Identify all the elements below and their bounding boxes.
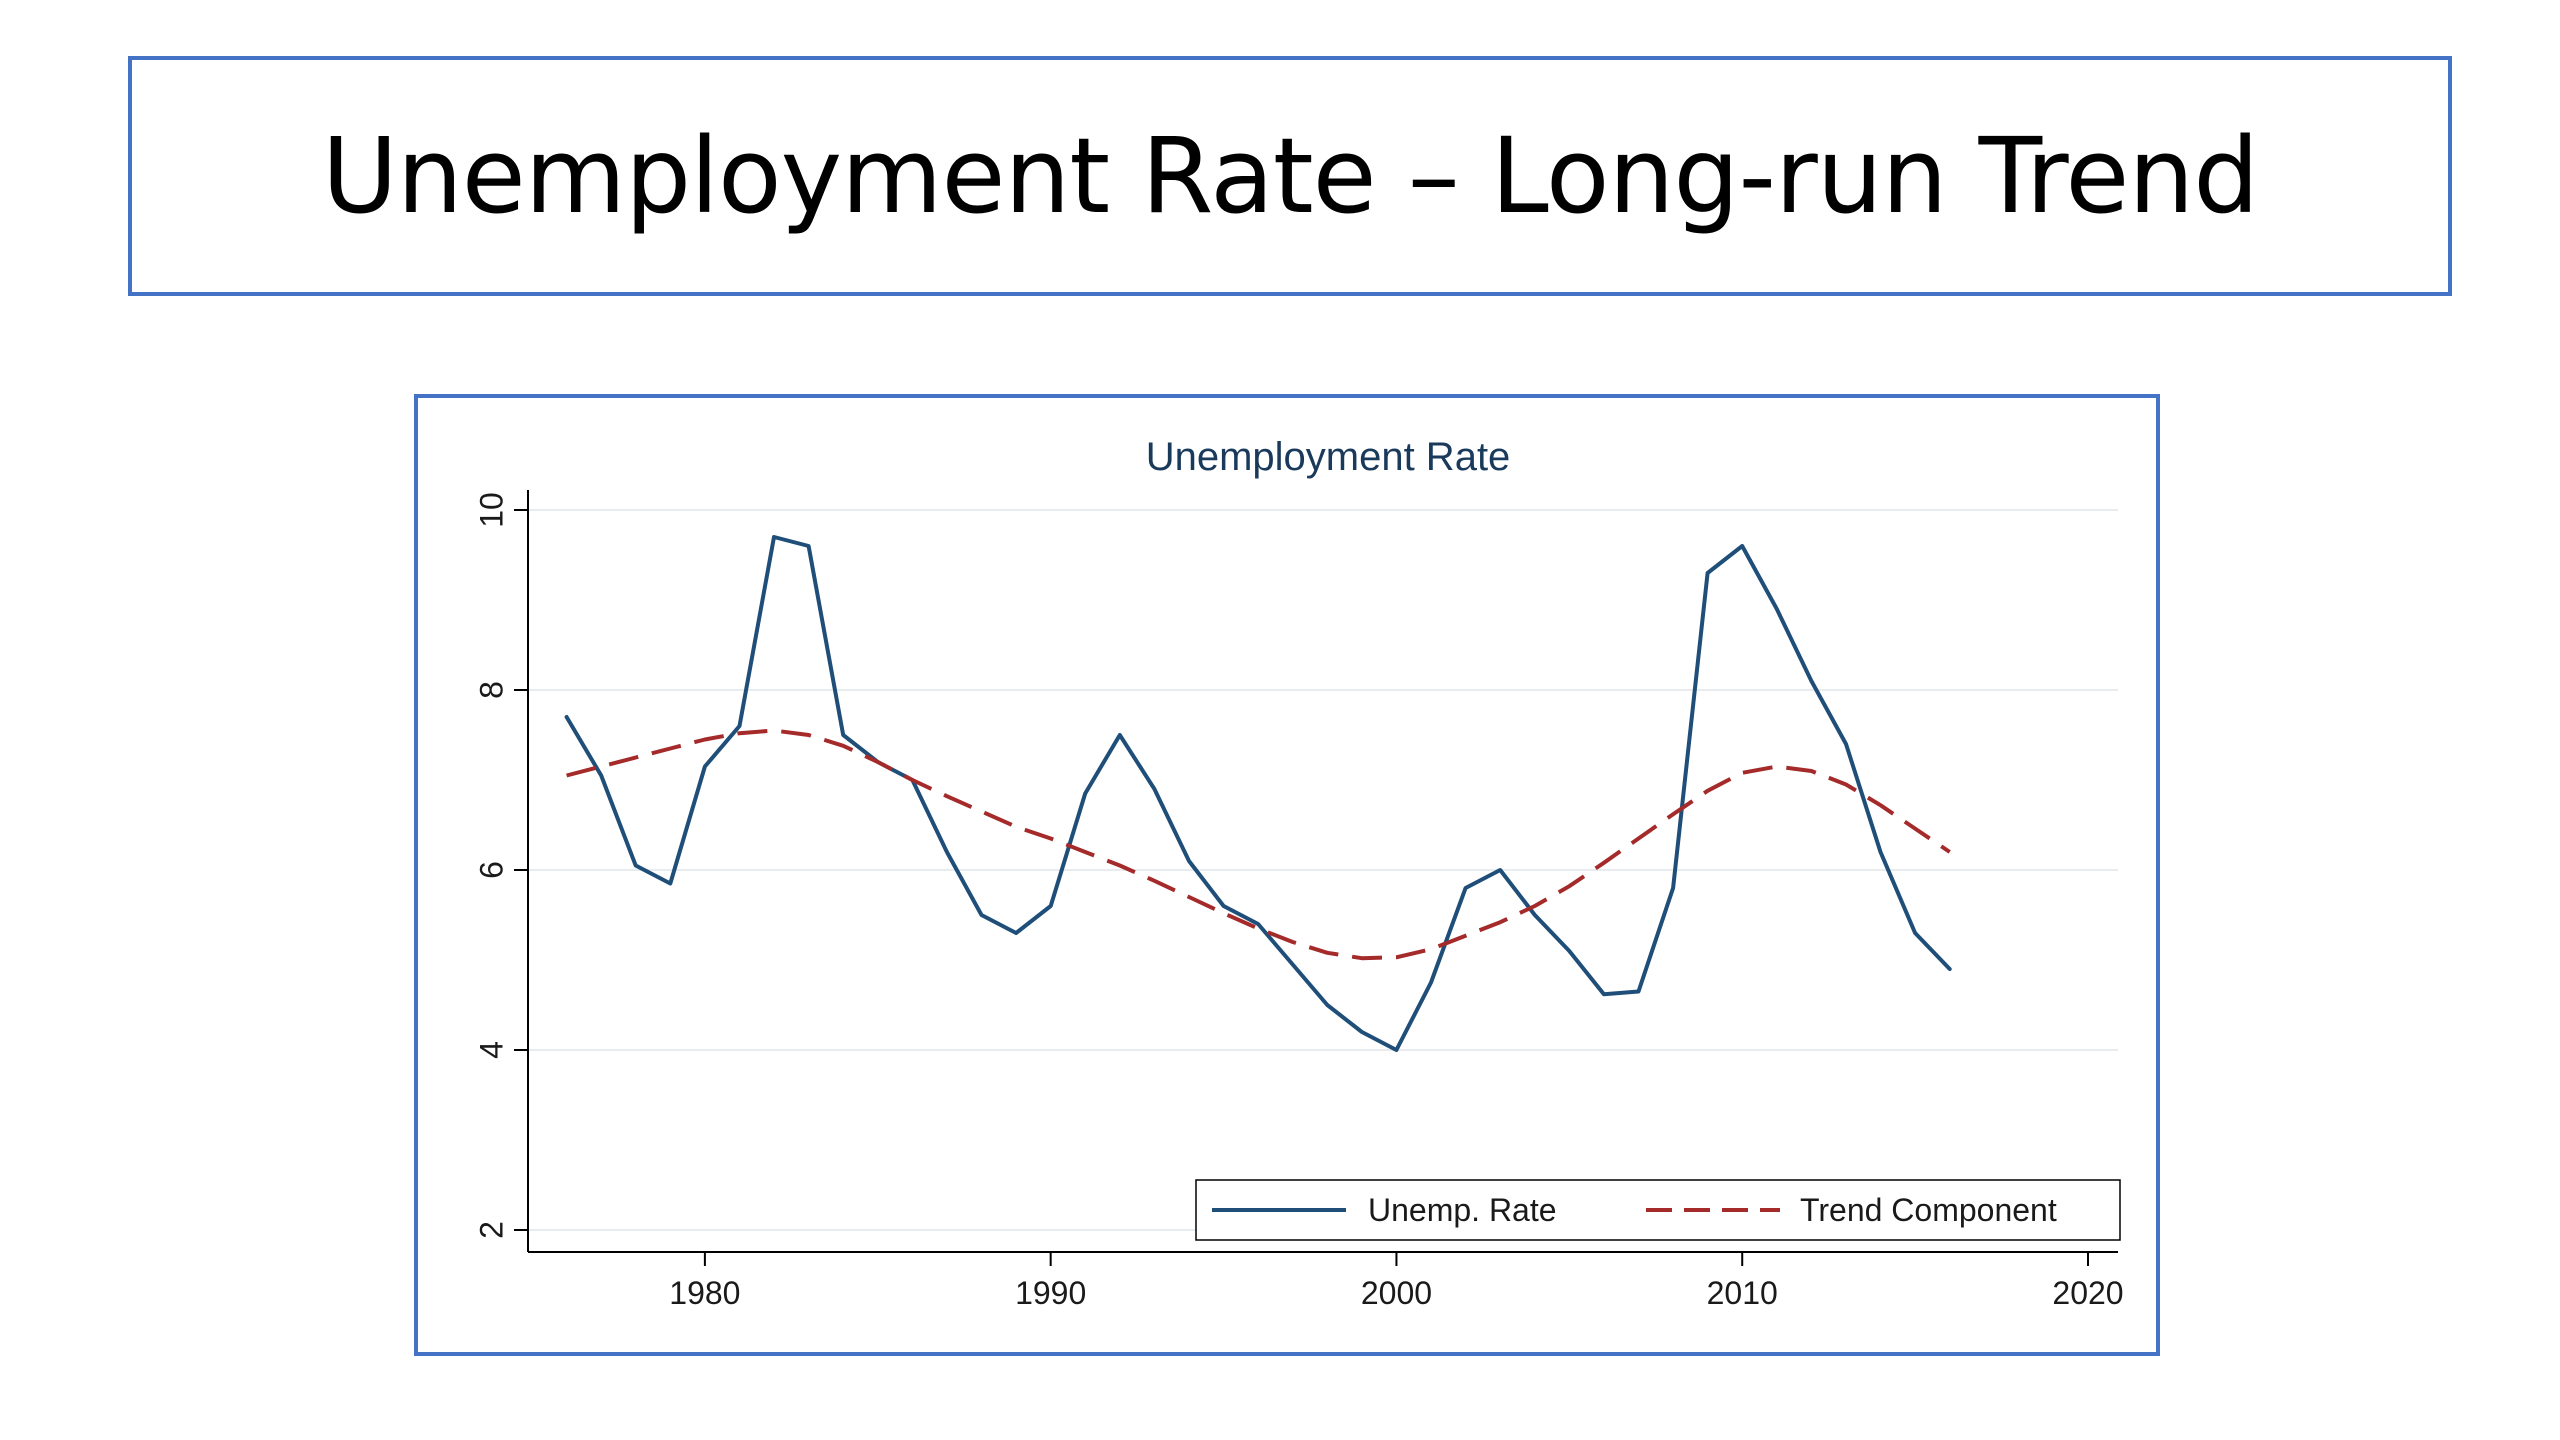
y-tick-label-2: 2 xyxy=(473,1221,509,1239)
x-tick-label-1990: 1990 xyxy=(1015,1275,1086,1311)
grid-lines xyxy=(528,509,2118,1231)
series xyxy=(564,535,1952,1052)
y-tick-label-6: 6 xyxy=(473,861,509,879)
y-tick-label-10: 10 xyxy=(473,492,509,528)
chart-frame: 1980 1990 2000 2010 2020 2 4 6 8 10 Unemployment… xyxy=(414,394,2160,1356)
x-tick-label-1980: 1980 xyxy=(669,1275,740,1311)
unemployment-line-chart: 1980 1990 2000 2010 2020 2 4 6 8 10 Unemployment… xyxy=(473,435,2124,1311)
legend-label-unemp-rate: Unemp. Rate xyxy=(1368,1192,1557,1228)
slide-title-box: Unemployment Rate – Long-run Trend xyxy=(128,56,2452,296)
x-tick-label-2000: 2000 xyxy=(1361,1275,1432,1311)
y-tick-label-4: 4 xyxy=(473,1041,509,1059)
legend-label-trend-component: Trend Component xyxy=(1800,1192,2057,1228)
y-ticks: 2 4 6 8 10 xyxy=(473,492,528,1239)
series-line-trend-component xyxy=(566,728,1951,961)
x-ticks: 1980 1990 2000 2010 2020 xyxy=(669,1252,2124,1311)
chart-title: Unemployment Rate xyxy=(1146,435,1511,479)
slide-title: Unemployment Rate – Long-run Trend xyxy=(321,115,2260,237)
series-line-unemp-rate xyxy=(564,535,1952,1052)
legend: Unemp. Rate Trend Component xyxy=(1195,1179,2121,1241)
y-tick-label-8: 8 xyxy=(473,681,509,699)
x-tick-label-2010: 2010 xyxy=(1707,1275,1778,1311)
x-tick-label-2020: 2020 xyxy=(2052,1275,2123,1311)
